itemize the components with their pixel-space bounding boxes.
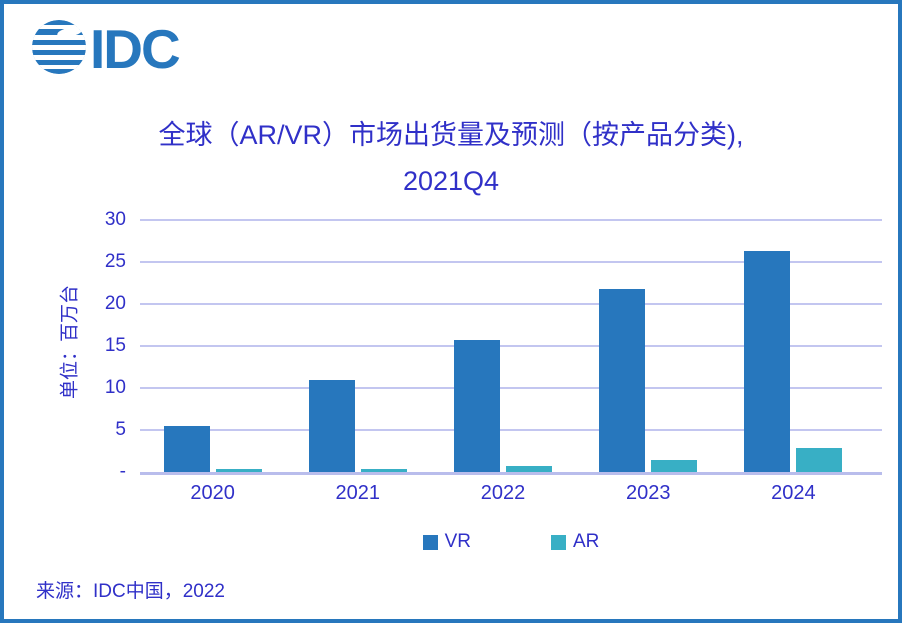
globe-stripes (32, 25, 86, 69)
legend-item-ar: AR (551, 531, 599, 553)
bar-group-2023 (576, 220, 721, 472)
plot-area (140, 219, 882, 475)
bar-vr-2023 (599, 288, 646, 472)
gridline-5 (140, 429, 882, 431)
idc-globe-icon (32, 20, 86, 74)
x-label-2020: 2020 (190, 482, 235, 504)
gridline-30 (140, 219, 882, 221)
bar-ar-2023 (651, 460, 698, 472)
bar-vr-2020 (163, 425, 210, 472)
chart-title-line1: 全球（AR/VR）市场出货量及预测（按产品分类), (158, 120, 744, 150)
bar-ar-2021 (360, 469, 407, 472)
legend-swatch-ar (551, 534, 566, 550)
idc-logo: IDC (30, 16, 194, 83)
y-axis-title: 单位：百万台 (59, 284, 81, 400)
y-tick-label-25: 25 (104, 251, 126, 272)
bar-groups (140, 220, 866, 472)
gridline-10 (140, 387, 882, 389)
bar-group-2021 (285, 220, 430, 472)
bar-group-2022 (430, 220, 575, 472)
chart-title: 全球（AR/VR）市场出货量及预测（按产品分类), 2021Q4 (4, 112, 898, 204)
x-label-2021: 2021 (335, 482, 381, 504)
legend-label-vr: VR (444, 531, 471, 552)
bar-ar-2020 (215, 469, 262, 472)
legend: VR AR (140, 531, 882, 553)
gridline-15 (140, 345, 882, 347)
bar-ar-2022 (506, 466, 552, 472)
bar-ar-2024 (796, 447, 843, 472)
gridline-20 (140, 303, 882, 305)
x-label-2022: 2022 (480, 482, 526, 504)
y-tick-label-15: 15 (104, 335, 126, 356)
chart-title-line2: 2021Q4 (402, 166, 500, 196)
x-axis-labels: 2020 2021 2022 2023 2024 (140, 482, 866, 505)
y-axis-ticks: - 5 10 15 20 25 30 (82, 209, 126, 482)
idc-logo-text: IDC (90, 18, 180, 78)
bar-group-2020 (140, 220, 285, 472)
y-tick-label-0: - (119, 461, 126, 482)
x-label-2024: 2024 (771, 482, 816, 504)
bar-vr-2021 (308, 380, 355, 472)
y-tick-label-20: 20 (104, 293, 126, 314)
source-note: 来源：IDC中国，2022 (36, 581, 225, 602)
y-tick-label-5: 5 (115, 419, 126, 440)
legend-item-vr: VR (422, 531, 471, 553)
legend-label-ar: AR (573, 531, 600, 552)
y-tick-label-30: 30 (104, 209, 126, 230)
x-label-2023: 2023 (625, 482, 671, 504)
bar-vr-2022 (454, 340, 500, 472)
idc-logo-graphic: IDC (32, 18, 182, 80)
legend-swatch-vr (422, 534, 438, 550)
bar-vr-2024 (744, 251, 791, 472)
bar-group-2024 (721, 220, 866, 472)
y-tick-label-10: 10 (104, 377, 126, 398)
gridline-25 (140, 261, 882, 263)
